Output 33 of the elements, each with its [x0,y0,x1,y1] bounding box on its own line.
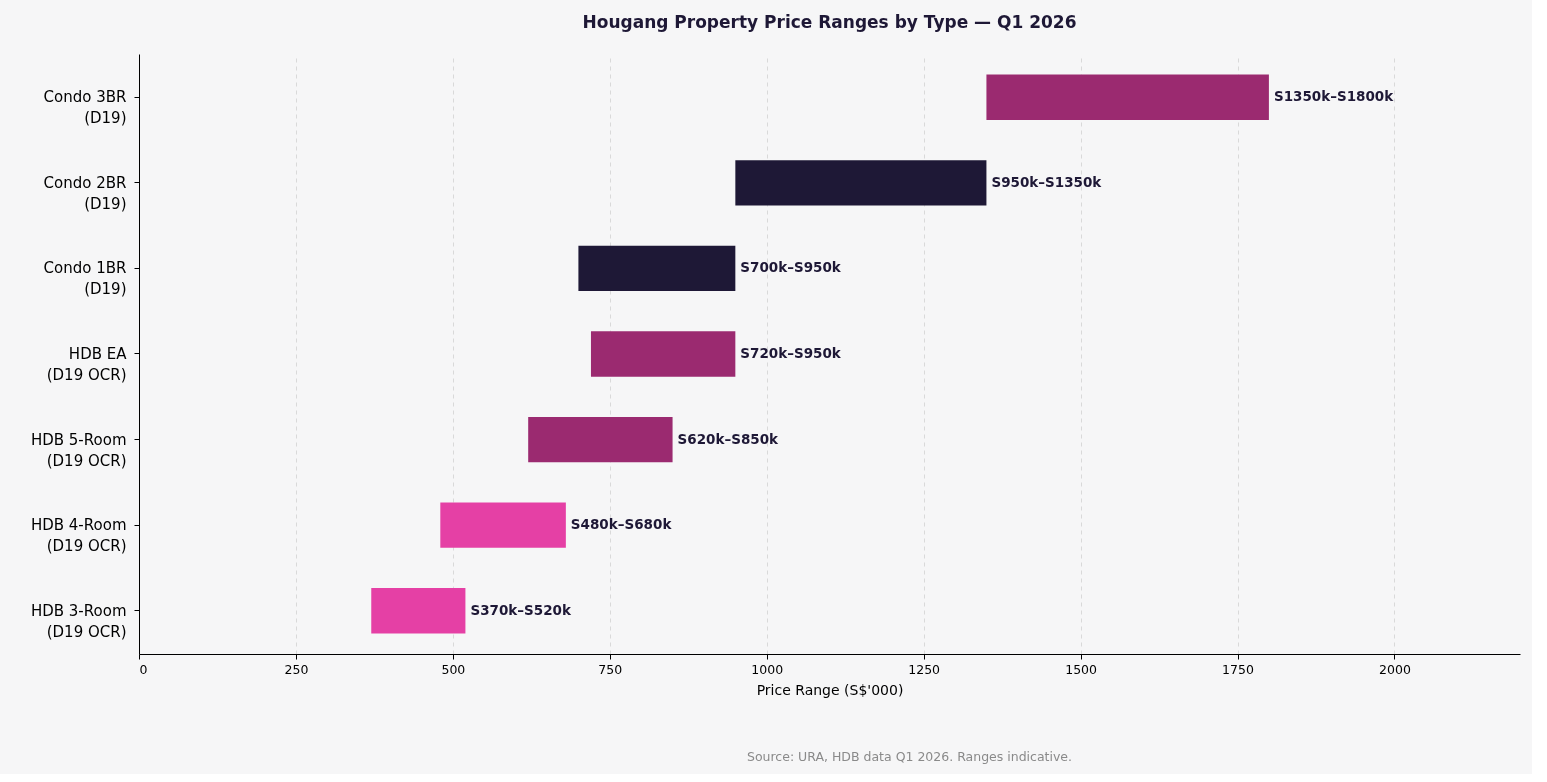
x-tick-label: 250 [284,661,309,677]
y-tick-label: HDB 5-Room (D19 OCR) [30,430,127,470]
y-tick-label: Condo 3BR (D19) [43,88,127,128]
x-tick-label: 2000 [1379,661,1411,677]
bar [986,74,1269,120]
x-tick-label: 500 [441,661,466,677]
bar [440,502,566,548]
data-label: S370k–S520k [470,601,572,618]
x-tick-label: 1250 [908,661,941,677]
y-tick-label: HDB 4-Room (D19 OCR) [30,516,127,556]
bar [735,160,987,206]
x-tick-label: 1500 [1065,661,1098,677]
data-label: S480k–S680k [570,516,673,533]
bar [528,416,673,463]
y-tick-label: HDB EA (D19 OCR) [46,345,128,384]
y-tick-label: Condo 2BR (D19) [43,173,127,213]
x-axis-title: Price Range (S$'000) [756,682,904,698]
x-tick-label: 1000 [751,661,784,677]
data-label: S1350k–S1800k [1273,88,1395,105]
x-tick-label: 0 [139,661,148,677]
bar [578,245,736,292]
data-label: S950k–S1350k [991,173,1103,190]
bar [590,331,736,377]
y-tick-label: HDB 3-Room (D19 OCR) [30,601,127,641]
chart-title: Hougang Property Price Ranges by Type — Q1 2026 [582,12,1077,32]
source-note: Source: URA, HDB data Q1 2026. Ranges indicative. [746,749,1073,764]
y-tick-label: Condo 1BR (D19) [43,259,127,299]
x-tick-label: 750 [598,661,623,677]
data-label: S620k–S850k [677,430,780,447]
bar [371,588,466,634]
data-label: S700k–S950k [740,259,842,276]
data-label: S720k–S950k [740,345,842,361]
x-tick-label: 1750 [1222,661,1254,677]
